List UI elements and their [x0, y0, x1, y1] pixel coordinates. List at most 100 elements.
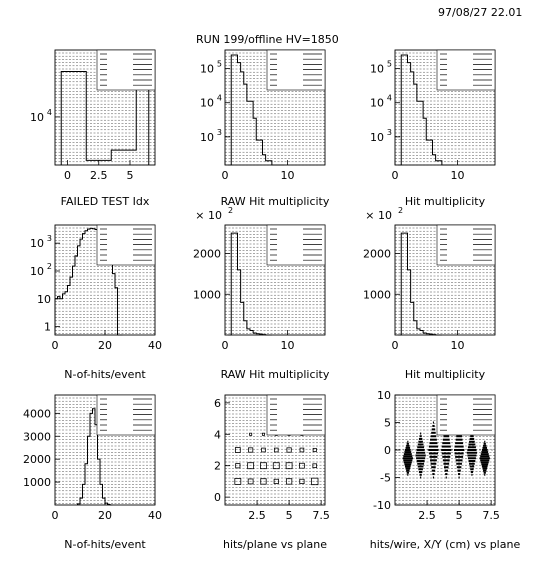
panel-9: 2.5 5 7.5 -10 -5 0 5 10 hits/wire, X/Y (cm) vs p…	[370, 389, 521, 551]
density-mark	[406, 469, 410, 472]
stats-box	[266, 49, 326, 91]
x-tick-label: 2.5	[90, 169, 108, 182]
density-mark	[442, 438, 450, 441]
density-mark	[428, 445, 439, 448]
y-tick-exponent: 3	[387, 128, 392, 137]
box-mark	[272, 462, 280, 470]
stats-box	[266, 224, 326, 266]
density-mark	[432, 473, 435, 476]
density-mark	[420, 432, 422, 435]
density-mark	[406, 471, 409, 474]
density-mark	[458, 476, 460, 479]
density-mark	[445, 476, 447, 479]
density-mark	[429, 442, 438, 445]
stats-box	[96, 224, 156, 266]
density-mark	[483, 471, 486, 474]
box-mark	[311, 477, 319, 486]
y-unit-exponent: 2	[228, 206, 233, 215]
density-mark	[456, 435, 462, 438]
density-mark	[404, 463, 412, 466]
y-tick-label: 2	[214, 460, 221, 473]
panel-title: Hit multiplicity	[405, 368, 486, 381]
density-mark	[468, 443, 476, 446]
x-tick-label: 0	[222, 339, 229, 352]
y-tick-label: 4000	[23, 407, 51, 420]
panel-7: 0 20 40 1000 2000 3000 4000 N-of-hits/event	[23, 394, 162, 551]
histogram-line	[228, 232, 272, 336]
density-mark	[431, 469, 436, 472]
box-mark	[249, 432, 253, 436]
y-tick-label: 4	[214, 428, 221, 441]
y-tick-exponent: 5	[387, 60, 392, 69]
histogram-line	[398, 54, 455, 166]
y-tick-label: 5	[384, 417, 391, 430]
y-tick-label: -10	[373, 499, 391, 512]
density-mark	[442, 455, 451, 458]
density-mark	[481, 465, 488, 468]
y-tick-label: 10	[370, 131, 384, 144]
panel-title: RAW Hit multiplicity	[221, 195, 330, 208]
density-mark	[417, 446, 425, 449]
panel-title: N-of-hits/event	[64, 368, 146, 381]
x-tick-label: 10	[281, 169, 295, 182]
density-mark	[469, 465, 475, 468]
stats-box	[266, 394, 326, 436]
density-mark	[405, 446, 411, 449]
density-mark	[470, 471, 474, 473]
density-mark	[419, 435, 422, 438]
box-mark	[248, 447, 254, 453]
stats-box	[96, 49, 156, 91]
box-mark	[273, 447, 279, 453]
density-mark	[480, 455, 490, 458]
stats-box	[436, 224, 496, 266]
density-mark	[455, 455, 464, 458]
x-tick-label: 0	[52, 339, 59, 352]
x-tick-label: 0	[52, 509, 59, 522]
density-mark	[403, 459, 413, 462]
density-mark	[418, 468, 423, 471]
density-mark	[428, 452, 439, 455]
box-mark	[285, 462, 293, 470]
density-mark	[466, 451, 478, 454]
density-mark	[480, 461, 489, 464]
box-mark	[247, 478, 254, 485]
panel-1: 0 2.5 5 10 4 FAILED TEST Idx	[30, 49, 156, 208]
x-tick-label: 20	[98, 509, 112, 522]
density-mark	[441, 452, 451, 455]
density-mark	[407, 473, 409, 476]
density-mark	[467, 454, 477, 457]
y-unit-label: × 10	[365, 209, 392, 222]
y-tick-label: 10	[30, 237, 44, 250]
density-mark	[445, 473, 448, 476]
density-mark	[432, 476, 435, 479]
density-mark	[431, 466, 436, 469]
panel-title: Hit multiplicity	[405, 195, 486, 208]
density-mark	[444, 469, 448, 472]
density-mark	[403, 453, 412, 456]
density-mark	[457, 469, 461, 472]
density-mark	[483, 469, 487, 472]
density-mark	[402, 457, 413, 460]
density-mark	[418, 471, 423, 473]
density-mark	[432, 424, 435, 427]
density-mark	[483, 442, 486, 445]
density-mark	[403, 455, 413, 458]
density-mark	[469, 462, 475, 465]
density-mark	[406, 444, 410, 447]
box-mark	[234, 478, 242, 485]
density-mark	[405, 467, 411, 470]
box-mark	[312, 463, 318, 469]
y-tick-label: 10	[200, 97, 214, 110]
density-mark	[430, 459, 437, 462]
density-mark	[431, 431, 436, 434]
density-mark	[442, 442, 451, 445]
panel-6: 0 10 1000 2000 × 10 2 Hit multiplicity	[363, 206, 496, 381]
y-tick-label: 10	[200, 131, 214, 144]
density-mark	[418, 440, 423, 443]
panel-5: 0 10 1000 2000 × 10 2 RAW Hit multiplicity	[193, 206, 330, 381]
page-title: RUN 199/offline HV=1850	[196, 33, 339, 46]
density-mark	[480, 453, 489, 456]
